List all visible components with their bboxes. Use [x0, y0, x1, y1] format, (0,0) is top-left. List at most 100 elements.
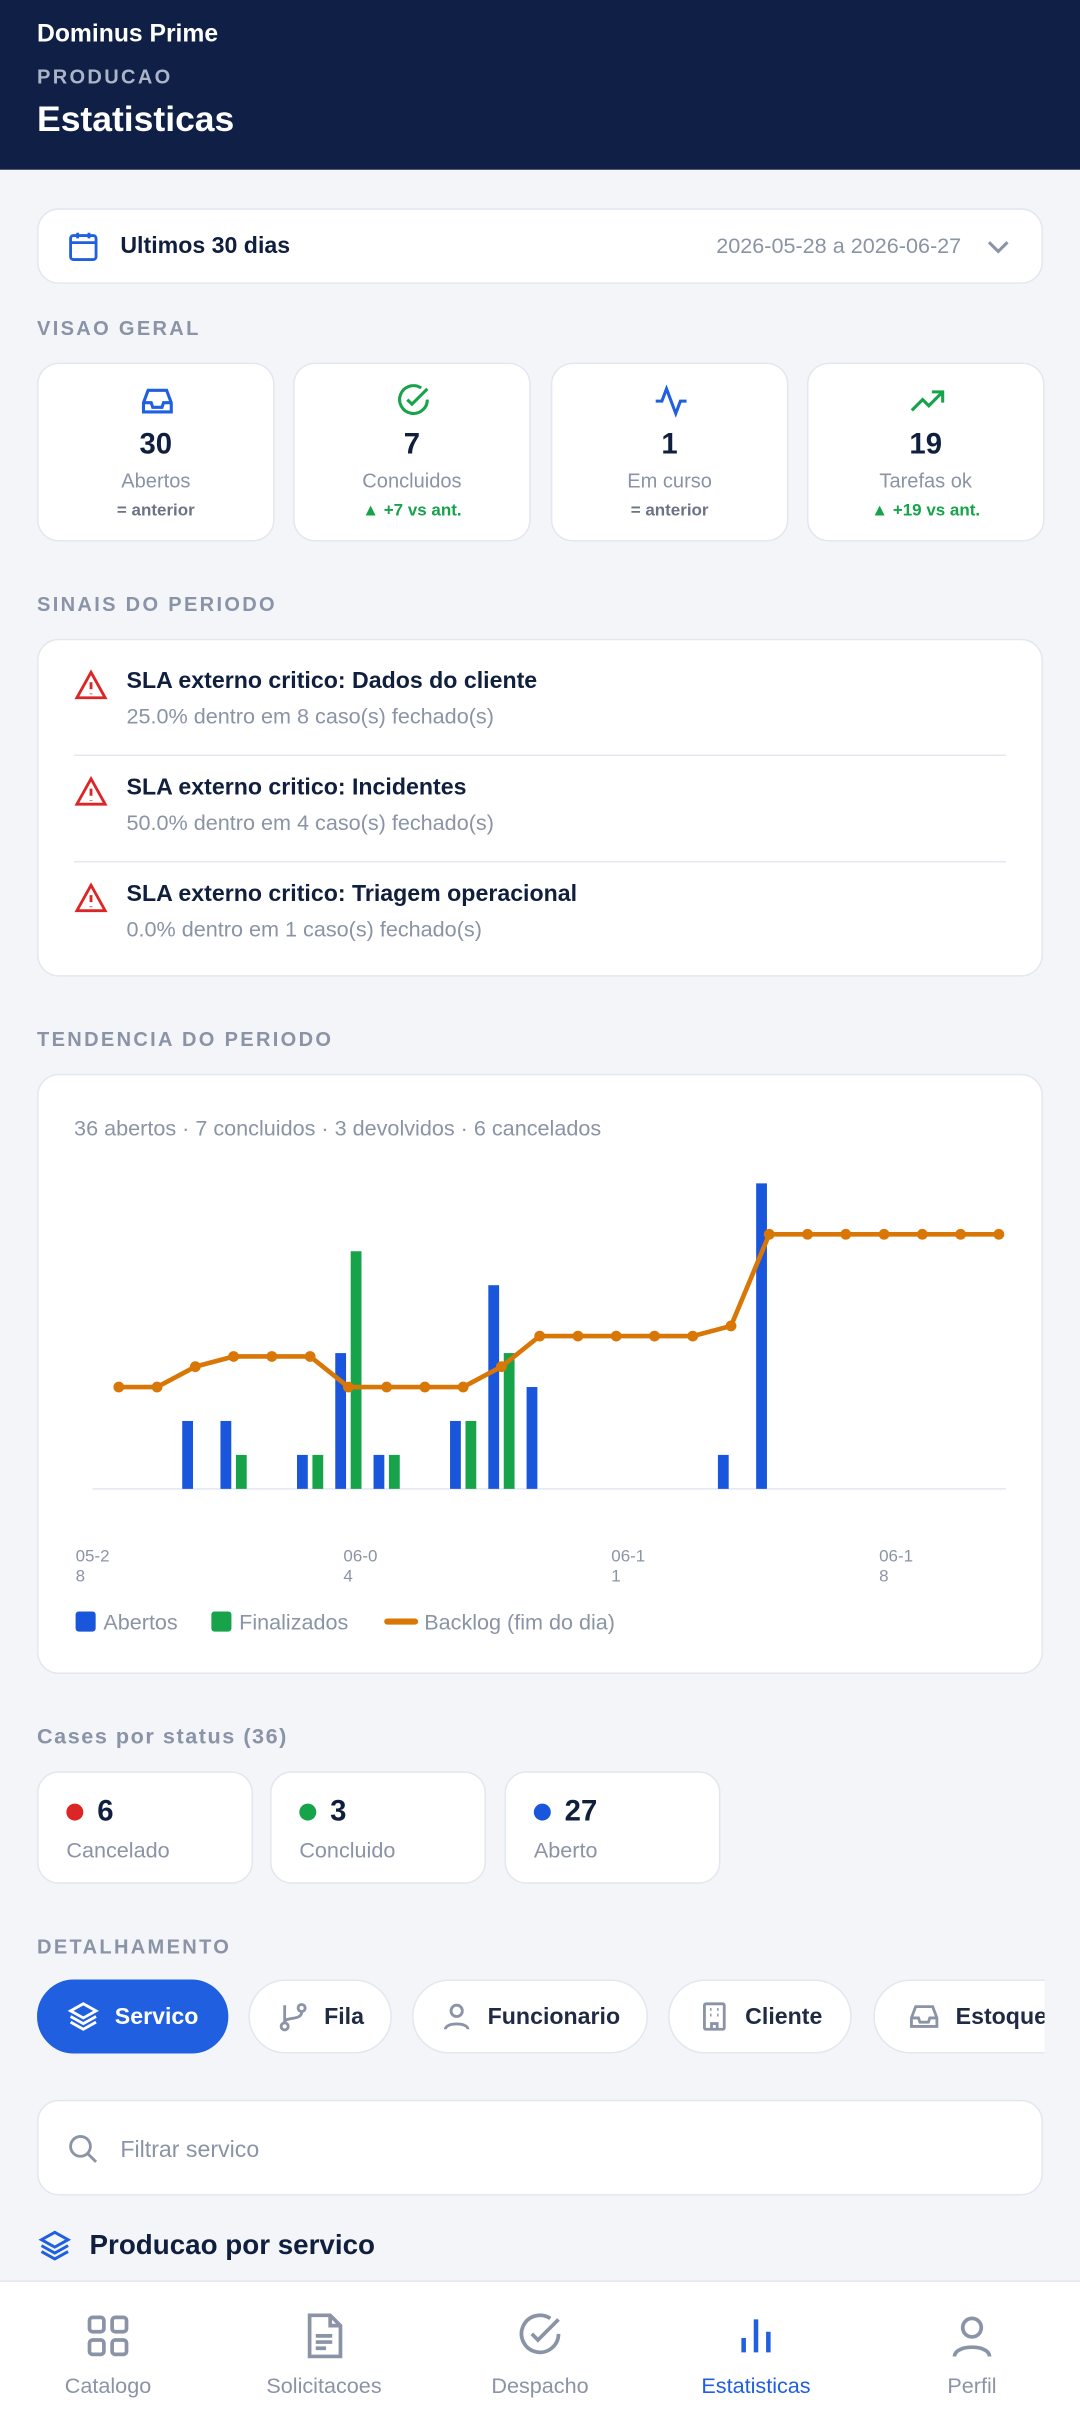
tabs: Servico Fila Funcionario Cliente Estoque: [0, 1959, 1045, 2067]
kpi-icon: [655, 384, 687, 418]
tab-label: Fila: [324, 2003, 364, 2030]
tab[interactable]: Fila: [248, 1979, 392, 2054]
kpi-icon: [910, 390, 945, 412]
point: [151, 1381, 163, 1393]
kpi-delta: ▲ +7 vs ant.: [362, 501, 462, 520]
point: [266, 1351, 278, 1362]
point: [802, 1228, 813, 1240]
search-input[interactable]: Filtrar servico: [37, 2099, 1043, 2196]
divider: [74, 754, 1006, 756]
status-card[interactable]: 3 Concluido: [269, 1771, 486, 1884]
signal-title: SLA externo critico: Triagem operacional: [126, 880, 578, 908]
signal-detail: 50.0% dentro em 4 caso(s) fechado(s): [126, 809, 494, 835]
legend-label: Finalizados: [239, 1609, 348, 1634]
point: [381, 1381, 393, 1393]
tab[interactable]: Estoque: [873, 1979, 1045, 2054]
layers-icon: [38, 2230, 72, 2261]
kpi-delta: ▲ +19 vs ant.: [871, 501, 981, 520]
point: [304, 1351, 316, 1362]
bar: [388, 1454, 400, 1489]
nav-item[interactable]: Despacho: [432, 2280, 648, 2418]
nav-label: Catalogo: [64, 2372, 152, 2398]
chevron: [987, 241, 1009, 254]
tab-label: Estoque: [955, 2003, 1045, 2030]
section-title: VISAO GERAL: [37, 316, 201, 340]
tab[interactable]: Cliente: [668, 1979, 852, 2054]
tab-label: Funcionario: [487, 2003, 621, 2030]
tab-icon: [910, 2005, 939, 2028]
point: [878, 1228, 890, 1240]
section-title: DETALHAMENTO: [37, 1934, 232, 1958]
status-count: 27: [564, 1795, 598, 1829]
chart-subtitle: 36 abertos · 7 concluidos · 3 devolvidos…: [74, 1115, 602, 1141]
status-label: Aberto: [533, 1837, 598, 1863]
point: [993, 1228, 1005, 1240]
nav-item[interactable]: Catalogo: [0, 2280, 216, 2418]
kpi-label: Abertos: [121, 469, 191, 493]
tab[interactable]: Funcionario: [411, 1979, 648, 2054]
point: [419, 1381, 431, 1393]
point: [649, 1330, 660, 1342]
status-card[interactable]: 6 Cancelado: [37, 1771, 254, 1884]
nav-item[interactable]: Perfil: [864, 2280, 1080, 2418]
section-title: SINAIS DO PERIODO: [37, 592, 277, 616]
bar: [350, 1251, 362, 1489]
kpi-label: Tarefas ok: [879, 469, 972, 493]
nav-label: Solicitacoes: [266, 2372, 382, 2398]
bar: [182, 1420, 194, 1489]
signal-detail: 25.0% dentro em 8 caso(s) fechado(s): [126, 703, 494, 729]
bottom-nav: [0, 2280, 1080, 2418]
kpi-delta: = anterior: [116, 501, 195, 520]
period-selector[interactable]: Ultimos 30 dias 2026-05-28 a 2026-06-27: [37, 208, 1043, 284]
kpi-icon: [141, 388, 173, 414]
warning-icon: [74, 882, 108, 913]
legend-label: Abertos: [103, 1609, 178, 1634]
nav-item[interactable]: Solicitacoes: [216, 2280, 432, 2418]
status-card[interactable]: 27 Aberto: [504, 1771, 721, 1884]
legend-label: Backlog (fim do dia): [424, 1609, 615, 1634]
nav-item[interactable]: Estatisticas: [648, 2280, 864, 2418]
point: [457, 1381, 469, 1393]
kpi-label: Em curso: [627, 469, 712, 493]
tab-label: Cliente: [745, 2003, 823, 2030]
bar: [503, 1353, 515, 1489]
kpi-value: 30: [139, 428, 173, 462]
point: [228, 1351, 239, 1362]
kpi-icon: [398, 384, 429, 415]
warning-icon: [74, 775, 108, 806]
bar: [526, 1387, 538, 1489]
period-label: Ultimos 30 dias: [120, 232, 291, 260]
legend-swatch: [75, 1611, 96, 1632]
search-icon: [69, 2135, 98, 2163]
point: [916, 1228, 928, 1240]
point: [725, 1320, 737, 1332]
x-tick-label: 06-18: [879, 1547, 914, 1587]
nav-icon: [307, 2313, 343, 2359]
signal-detail: 0.0% dentro em 1 caso(s) fechado(s): [126, 916, 482, 942]
bar: [296, 1454, 308, 1489]
status-dot: [299, 1803, 317, 1821]
tab-icon: [444, 2003, 470, 2030]
point: [610, 1330, 622, 1342]
search-placeholder: Filtrar servico: [120, 2136, 260, 2164]
period-range: 2026-05-28 a 2026-06-27: [716, 232, 962, 258]
bar: [717, 1454, 729, 1489]
signal-title: SLA externo critico: Dados do cliente: [126, 668, 538, 695]
bar: [450, 1420, 461, 1489]
tab-icon: [703, 2002, 726, 2031]
point: [955, 1228, 966, 1240]
tab-icon: [68, 2002, 100, 2031]
point: [496, 1361, 507, 1373]
x-tick-label: 06-11: [611, 1547, 646, 1587]
status-dot: [533, 1803, 551, 1821]
point: [572, 1330, 584, 1342]
nav-icon: [741, 2319, 771, 2353]
bar: [335, 1353, 347, 1489]
calendar-icon: [69, 232, 98, 261]
tab[interactable]: Servico: [37, 1979, 229, 2054]
status-label: Concluido: [299, 1837, 396, 1863]
tab-label: Servico: [114, 2003, 199, 2030]
